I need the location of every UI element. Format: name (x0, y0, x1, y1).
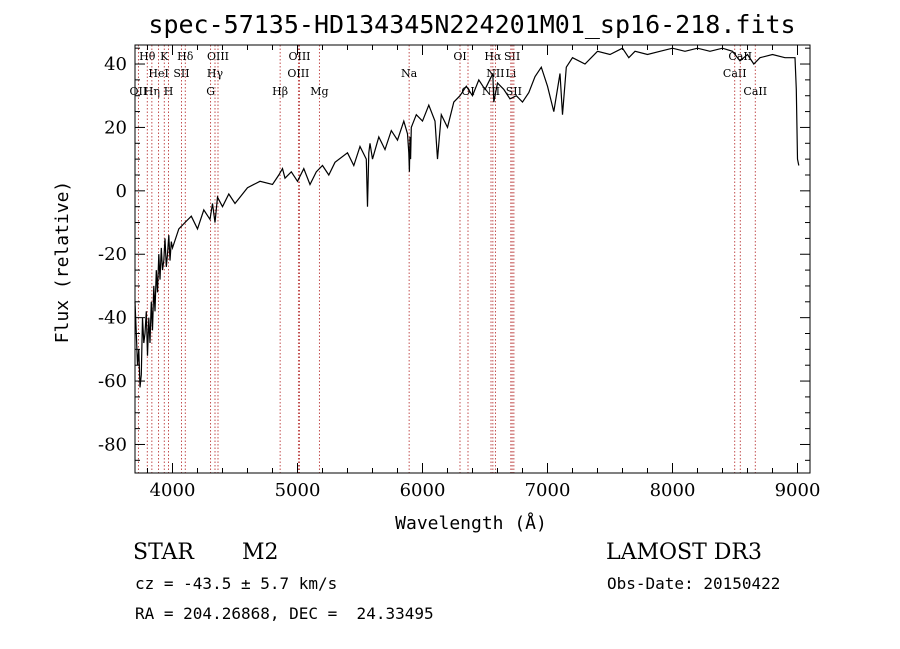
y-tick-label: -80 (98, 434, 127, 455)
line-marker-label: Na (401, 67, 418, 80)
observation-date: Obs-Date: 20150422 (607, 574, 781, 593)
line-marker-label: OII (130, 85, 148, 98)
spectral-line-markers: OIIHθHηHeIKHSIIHδGHγOIIIHβOIIIOIIIMgNaOI… (130, 45, 767, 473)
line-marker-label: OIII (288, 50, 310, 63)
x-axis-label: Wavelength (Å) (395, 512, 547, 534)
line-marker-label: Hβ (272, 85, 288, 98)
plot-frame (134, 44, 811, 474)
spectrum-chart: spec-57135-HD134345N224201M01_sp16-218.f… (52, 10, 820, 534)
y-tick-label: -40 (98, 308, 127, 329)
y-tick-label: -20 (98, 244, 127, 265)
line-marker-label: NII (482, 85, 500, 98)
line-marker-label: Hη (144, 85, 160, 98)
y-tick-label: -60 (98, 371, 127, 392)
line-marker-label: OI (453, 50, 466, 63)
line-marker-label: Hγ (207, 67, 224, 80)
line-marker-label: Hδ (177, 50, 194, 63)
axis-ticks: 4000 5000 6000 7000 8000 9000 -80 -60 -40 -20 0 20 4… (98, 45, 820, 501)
line-marker-label: HeI (148, 67, 168, 80)
y-tick-label: 20 (104, 117, 127, 138)
line-marker-label: Hα (484, 50, 502, 63)
x-tick-label: 9000 (775, 480, 821, 501)
line-marker-label: OIII (207, 50, 229, 63)
coordinates: RA = 204.26868, DEC = 24.33495 (135, 604, 434, 623)
line-marker-label: Hθ (139, 50, 156, 63)
line-marker-label: SII (506, 85, 522, 98)
line-marker-label: CaII (723, 67, 747, 80)
x-tick-label: 7000 (525, 480, 571, 501)
object-subclass: M2 (242, 540, 279, 565)
line-marker-label: K (160, 50, 169, 63)
line-marker-label: SII (504, 50, 520, 63)
line-marker-label: G (206, 85, 215, 98)
x-tick-label: 5000 (275, 480, 321, 501)
y-tick-label: 0 (116, 181, 127, 202)
spectrum-line (134, 47, 800, 388)
line-marker-label: Mg (310, 85, 328, 98)
object-class: STAR (133, 540, 194, 565)
line-marker-label: H (164, 85, 174, 98)
line-marker-label: Li (505, 67, 516, 80)
line-marker-label: SII (173, 67, 189, 80)
line-marker-label: OIII (287, 67, 309, 80)
y-tick-label: 40 (104, 54, 127, 75)
x-tick-label: 4000 (150, 480, 196, 501)
line-marker-label: CaII (743, 85, 767, 98)
redshift-cz: cz = -43.5 ± 5.7 km/s (135, 574, 338, 593)
chart-title: spec-57135-HD134345N224201M01_sp16-218.f… (148, 10, 795, 39)
x-tick-label: 6000 (400, 480, 446, 501)
y-axis-label: Flux (relative) (52, 181, 73, 344)
survey-name: LAMOST DR3 (606, 540, 762, 565)
x-tick-label: 8000 (650, 480, 696, 501)
line-marker-label: NII (486, 67, 504, 80)
